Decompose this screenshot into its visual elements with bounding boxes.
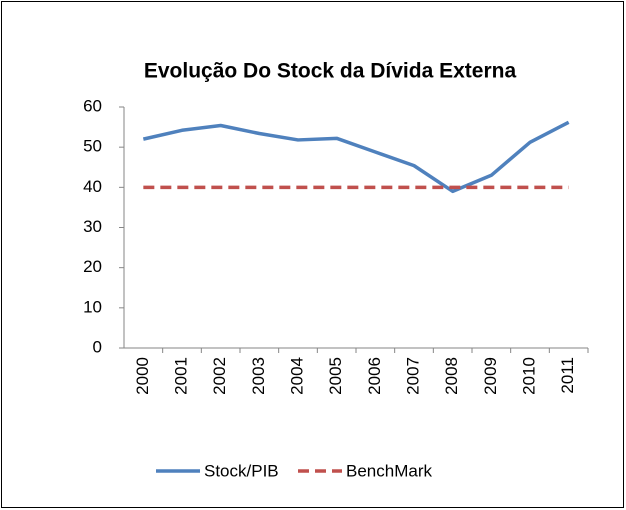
x-tick-label: 2003 [249,357,268,395]
x-tick-label: 2002 [210,357,229,395]
chart-title: Evolução Do Stock da Dívida Externa [144,60,517,83]
x-tick-label: 2008 [442,357,461,395]
x-tick-label: 2010 [519,357,538,395]
x-tick-label: 2001 [171,357,190,395]
y-tick-label: 40 [83,177,102,196]
x-tick-label: 2005 [326,357,345,395]
series-line [142,120,570,194]
x-tick-label: 2007 [403,357,422,395]
y-tick-label: 20 [83,257,102,276]
x-tick-label: 2006 [365,357,384,395]
x-tick-label: 2000 [133,357,152,395]
y-tick-label: 0 [93,337,102,356]
y-tick-label: 10 [83,297,102,316]
x-tick-label: 2004 [287,357,306,395]
legend-label: BenchMark [346,461,432,480]
x-tick-label: 2009 [481,357,500,395]
y-tick-label: 30 [83,217,102,236]
x-tick-label: 2011 [558,357,577,394]
legend-label: Stock/PIB [204,461,279,480]
y-tick-label: 50 [83,137,102,156]
y-tick-label: 60 [83,96,102,115]
